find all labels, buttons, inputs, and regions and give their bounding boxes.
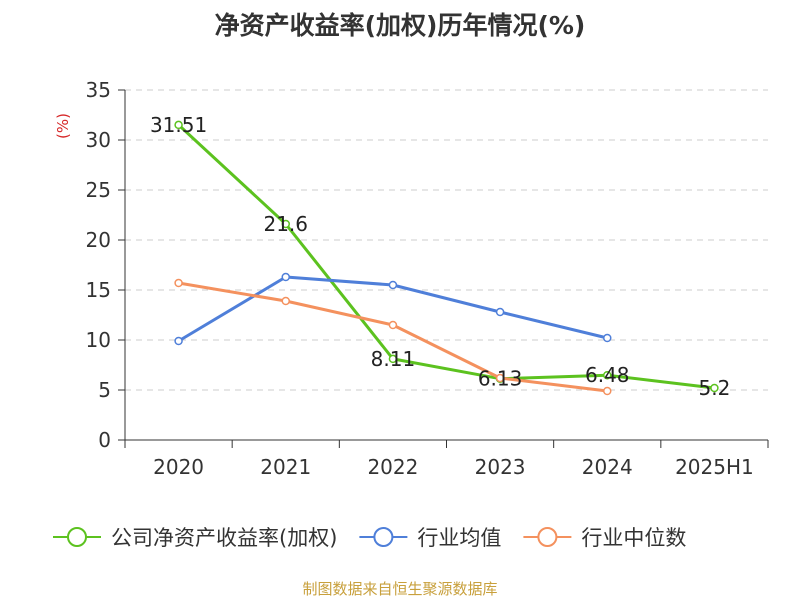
data-point [603, 333, 612, 343]
legend-label: 行业中位数 [581, 526, 686, 550]
data-label: 6.48 [585, 363, 630, 387]
data-point [174, 278, 183, 288]
data-point [495, 307, 505, 317]
legend-label: 行业均值 [417, 526, 501, 550]
data-point [388, 354, 398, 364]
y-tick-label: 0 [98, 428, 111, 452]
data-point [281, 272, 290, 282]
y-tick-label: 35 [86, 78, 111, 102]
y-axis-unit-label: (%) [54, 113, 72, 139]
data-label: 31.51 [150, 113, 207, 137]
y-tick-label: 10 [86, 328, 111, 352]
y-tick-label: 25 [86, 178, 111, 202]
legend-label: 公司净资产收益率(加权) [111, 526, 337, 550]
y-tick-label: 30 [86, 128, 111, 152]
data-point [495, 373, 505, 383]
x-tick-label: 2021 [260, 455, 311, 479]
x-tick-label: 2023 [475, 455, 526, 479]
series-line [177, 123, 715, 390]
data-point [603, 370, 612, 380]
data-label: 6.13 [478, 367, 523, 391]
data-label: 8.11 [371, 347, 416, 371]
data-point [388, 280, 398, 290]
legend-marker [373, 527, 394, 547]
x-tick-label: 2020 [153, 455, 204, 479]
data-point [603, 386, 612, 396]
data-source-note: 制图数据来自恒生聚源数据库 [302, 580, 498, 598]
data-label: 21.6 [263, 212, 308, 236]
data-point [710, 383, 719, 393]
y-tick-label: 20 [86, 228, 111, 252]
legend-marker [537, 527, 558, 547]
y-tick-label: 5 [98, 378, 111, 402]
data-label: 5.2 [699, 376, 731, 400]
series-line [178, 281, 608, 393]
legend-marker [67, 527, 87, 547]
y-tick-label: 15 [86, 278, 111, 302]
data-point [281, 296, 290, 306]
x-tick-label: 2022 [367, 455, 418, 479]
chart-title: 净资产收益率(加权)历年情况(%) [214, 11, 586, 40]
x-tick-label: 2024 [582, 455, 633, 479]
data-point [388, 320, 398, 330]
data-point [174, 120, 183, 130]
x-tick-label: 2025H1 [675, 455, 754, 479]
data-point [281, 219, 290, 229]
data-point [174, 336, 183, 346]
